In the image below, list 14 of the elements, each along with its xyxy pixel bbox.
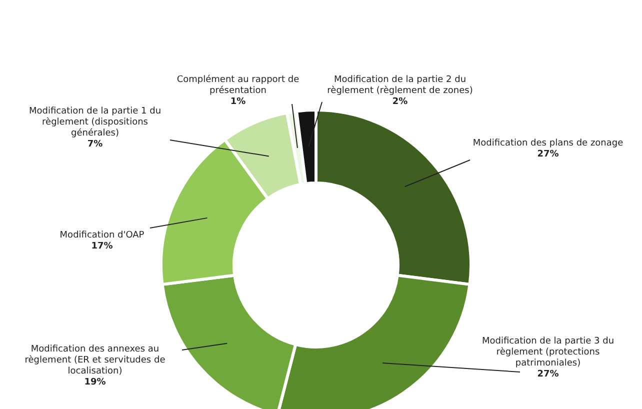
data-label: 2% [392,97,408,107]
data-label: 27% [537,370,559,380]
slice-label: Modification des plans de zonage [472,138,624,148]
data-label: 19% [84,378,106,388]
data-label: 17% [91,242,113,252]
slice-label: Modification des annexes au règlement (ER et servitudes de localisation) [24,344,166,376]
slice-label: Modification de la partie 2 du règlement (règlement de zones) [327,75,473,96]
data-label: 27% [537,150,559,160]
data-label: 1% [230,97,246,107]
slice-label: Modification d'OAP [60,230,145,240]
slice-label: Modification de la partie 1 du règlement (dispositions générales) [28,106,162,138]
slice-label: Complément au rapport de présentation [176,74,300,96]
slice-label: Modification de la partie 3 du règlement (protections patrimoniales) [482,336,614,368]
data-label: 7% [87,140,103,150]
